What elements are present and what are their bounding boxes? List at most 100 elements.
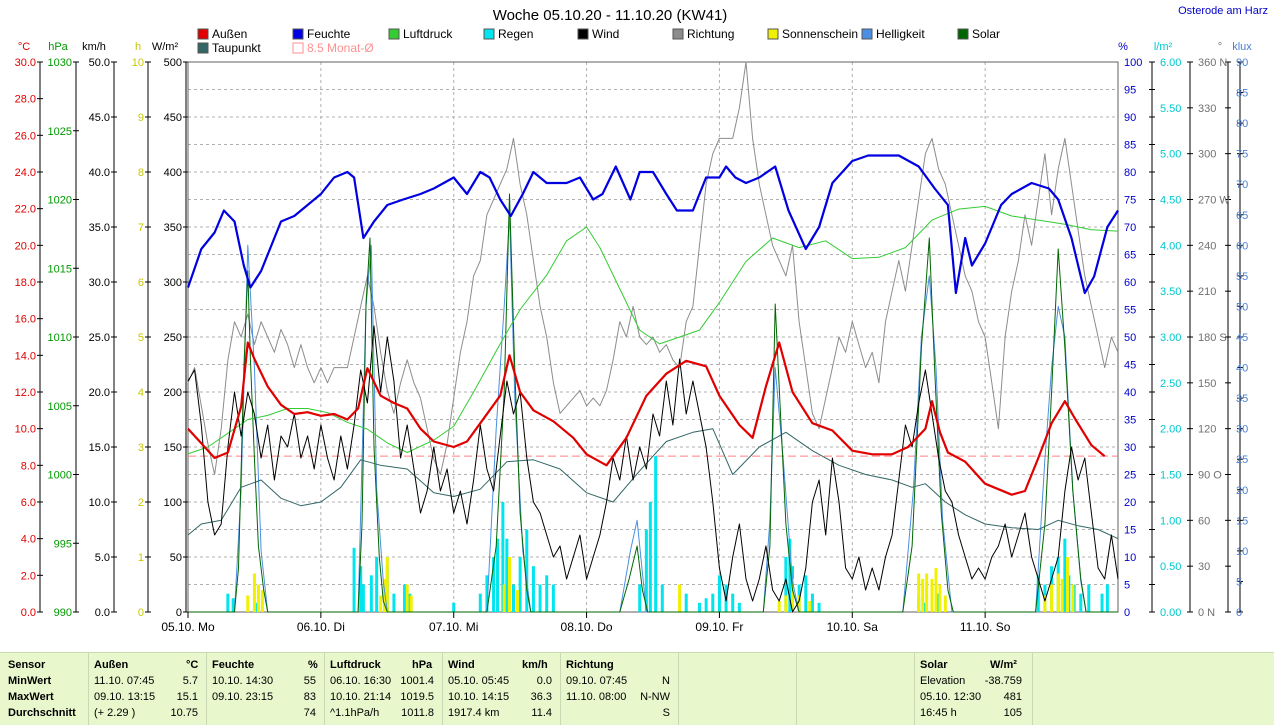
panel-cell-aussen-when: 09.10. 13:15 xyxy=(94,691,156,703)
panel-header-sensor: Sensor xyxy=(8,659,46,671)
x-axis-labels: 05.10. Mo 06.10. Di 07.10. Mi 08.10. Do 09.1… xyxy=(161,612,1011,634)
legend-swatch xyxy=(197,28,209,40)
tick-label-humidity: 5 xyxy=(1124,580,1130,592)
legend-swatch xyxy=(292,28,304,40)
axis-unit-wind: km/h xyxy=(82,41,106,53)
tick-label-temp: 10.0 xyxy=(15,424,36,436)
bar-regen xyxy=(496,538,500,612)
tick-label-direction: 330 xyxy=(1198,103,1216,115)
panel-cell-aussen-val: 10.75 xyxy=(170,707,198,719)
bar-regen xyxy=(531,566,535,612)
bar-sonnenschein xyxy=(777,601,781,612)
tick-label-temp: 6.0 xyxy=(21,497,36,509)
tick-label-temp: 18.0 xyxy=(15,277,36,289)
panel-cell-label: Durchschnitt xyxy=(8,707,76,719)
panel-cell-wind-when: 10.10. 14:15 xyxy=(448,691,510,703)
weather-chart: 30.028.026.024.022.020.018.016.014.012.0… xyxy=(15,5,1268,634)
panel-divider xyxy=(206,653,207,725)
bar-regen xyxy=(711,593,715,612)
tick-label-sunshine: 0 xyxy=(138,607,144,619)
panel-cell-aussen-when: 11.10. 07:45 xyxy=(94,675,155,687)
panel-cell-wind-val: 0.0 xyxy=(536,675,552,687)
tick-label-solar: 0 xyxy=(176,607,182,619)
bar-sonnenschein xyxy=(791,579,794,612)
tick-label-direction: 240 xyxy=(1198,240,1216,252)
panel-cell-luftdruck-when: ^1.1hPa/h xyxy=(330,707,380,719)
tick-label-humidity: 35 xyxy=(1124,415,1136,427)
bar-sonnenschein xyxy=(925,573,929,612)
tick-label-sunshine: 1 xyxy=(138,552,144,564)
legend-swatch xyxy=(767,28,779,40)
panel-cell-luftdruck-val: 1011.8 xyxy=(401,707,434,719)
tick-label-rain: 3.50 xyxy=(1160,286,1181,298)
panel-cell-feuchte-when: 10.10. 14:30 xyxy=(212,675,274,687)
bar-sonnenschein xyxy=(260,590,264,612)
bar-regen xyxy=(478,593,482,612)
bar-regen xyxy=(501,502,505,612)
bar-regen xyxy=(784,557,788,612)
tick-label-sunshine: 8 xyxy=(138,167,144,179)
bar-regen xyxy=(717,575,721,612)
bar-regen xyxy=(525,529,529,612)
panel-header-wind: Wind xyxy=(448,659,475,671)
legend-swatch xyxy=(197,42,209,54)
bar-sonnenschein xyxy=(930,579,934,612)
tick-label-wind: 30.0 xyxy=(89,277,110,289)
tick-label-direction: 300 xyxy=(1198,149,1216,161)
legend-swatch xyxy=(957,28,969,40)
panel-cell-wind-val: 11.4 xyxy=(531,707,552,719)
tick-label-light: 35 xyxy=(1236,393,1248,405)
axis-unit-sunshine: h xyxy=(135,41,141,53)
tick-label-sunshine: 9 xyxy=(138,112,144,124)
panel-cell-richtung-val: N-NW xyxy=(640,691,670,703)
legend-label: Wind xyxy=(592,27,619,41)
panel-cell-feuchte-val: 83 xyxy=(303,691,316,703)
tick-label-wind: 45.0 xyxy=(89,112,110,124)
tick-label-humidity: 50 xyxy=(1124,332,1136,344)
bar-regen xyxy=(654,456,658,612)
tick-label-rain: 2.50 xyxy=(1160,378,1181,390)
tick-label-direction: 60 xyxy=(1198,515,1210,527)
tick-label-temp: 26.0 xyxy=(15,130,36,142)
panel-cell-aussen-when: (+ 2.29 ) xyxy=(94,707,136,719)
tick-label-direction: 150 xyxy=(1198,378,1216,390)
tick-label-solar: 500 xyxy=(164,57,182,69)
panel-cell-solar-val: 481 xyxy=(1003,691,1022,703)
axis-unit-solar: W/m² xyxy=(152,41,179,53)
bar-regen xyxy=(545,575,549,612)
tick-label-solar: 150 xyxy=(164,442,182,454)
bar-regen xyxy=(684,593,688,612)
tick-label-temp: 4.0 xyxy=(21,534,36,546)
bar-regen xyxy=(369,575,373,612)
axis-unit-rain: l/m² xyxy=(1154,41,1173,53)
panel-divider xyxy=(442,653,443,725)
tick-label-rain: 4.00 xyxy=(1160,240,1181,252)
tick-label-wind: 40.0 xyxy=(89,167,110,179)
tick-label-light: 55 xyxy=(1236,271,1248,283)
tick-label-light: 5 xyxy=(1236,576,1242,588)
panel-header-aussen: Außen xyxy=(94,659,129,671)
tick-label-solar: 400 xyxy=(164,167,182,179)
series-line-feuchte xyxy=(186,154,1119,295)
axis-unit-pressure: hPa xyxy=(48,41,68,53)
tick-label-humidity: 25 xyxy=(1124,470,1136,482)
legend-swatch xyxy=(483,28,495,40)
bar-sonnenschein xyxy=(385,557,389,612)
panel-cell-wind-when: 05.10. 05:45 xyxy=(448,675,510,687)
bar-regen xyxy=(731,593,735,612)
bar-sonnenschein xyxy=(508,557,512,612)
panel-cell-wind-val: 36.3 xyxy=(530,691,552,703)
bar-regen xyxy=(737,602,741,612)
axis-unit-direction: ° xyxy=(1218,41,1222,53)
panel-cell-luftdruck-when: 10.10. 21:14 xyxy=(330,691,392,703)
panel-cell-luftdruck-val: 1019.5 xyxy=(400,691,434,703)
tick-label-humidity: 15 xyxy=(1124,525,1136,537)
tick-label-wind: 15.0 xyxy=(89,442,110,454)
tick-label-rain: 2.00 xyxy=(1160,424,1181,436)
bar-regen xyxy=(403,584,407,612)
tick-label-light: 60 xyxy=(1236,240,1248,252)
tick-label-humidity: 100 xyxy=(1124,57,1142,69)
tick-label-light: 25 xyxy=(1236,454,1248,466)
bar-regen xyxy=(817,602,821,612)
panel-cell-label: MinWert xyxy=(8,675,52,687)
